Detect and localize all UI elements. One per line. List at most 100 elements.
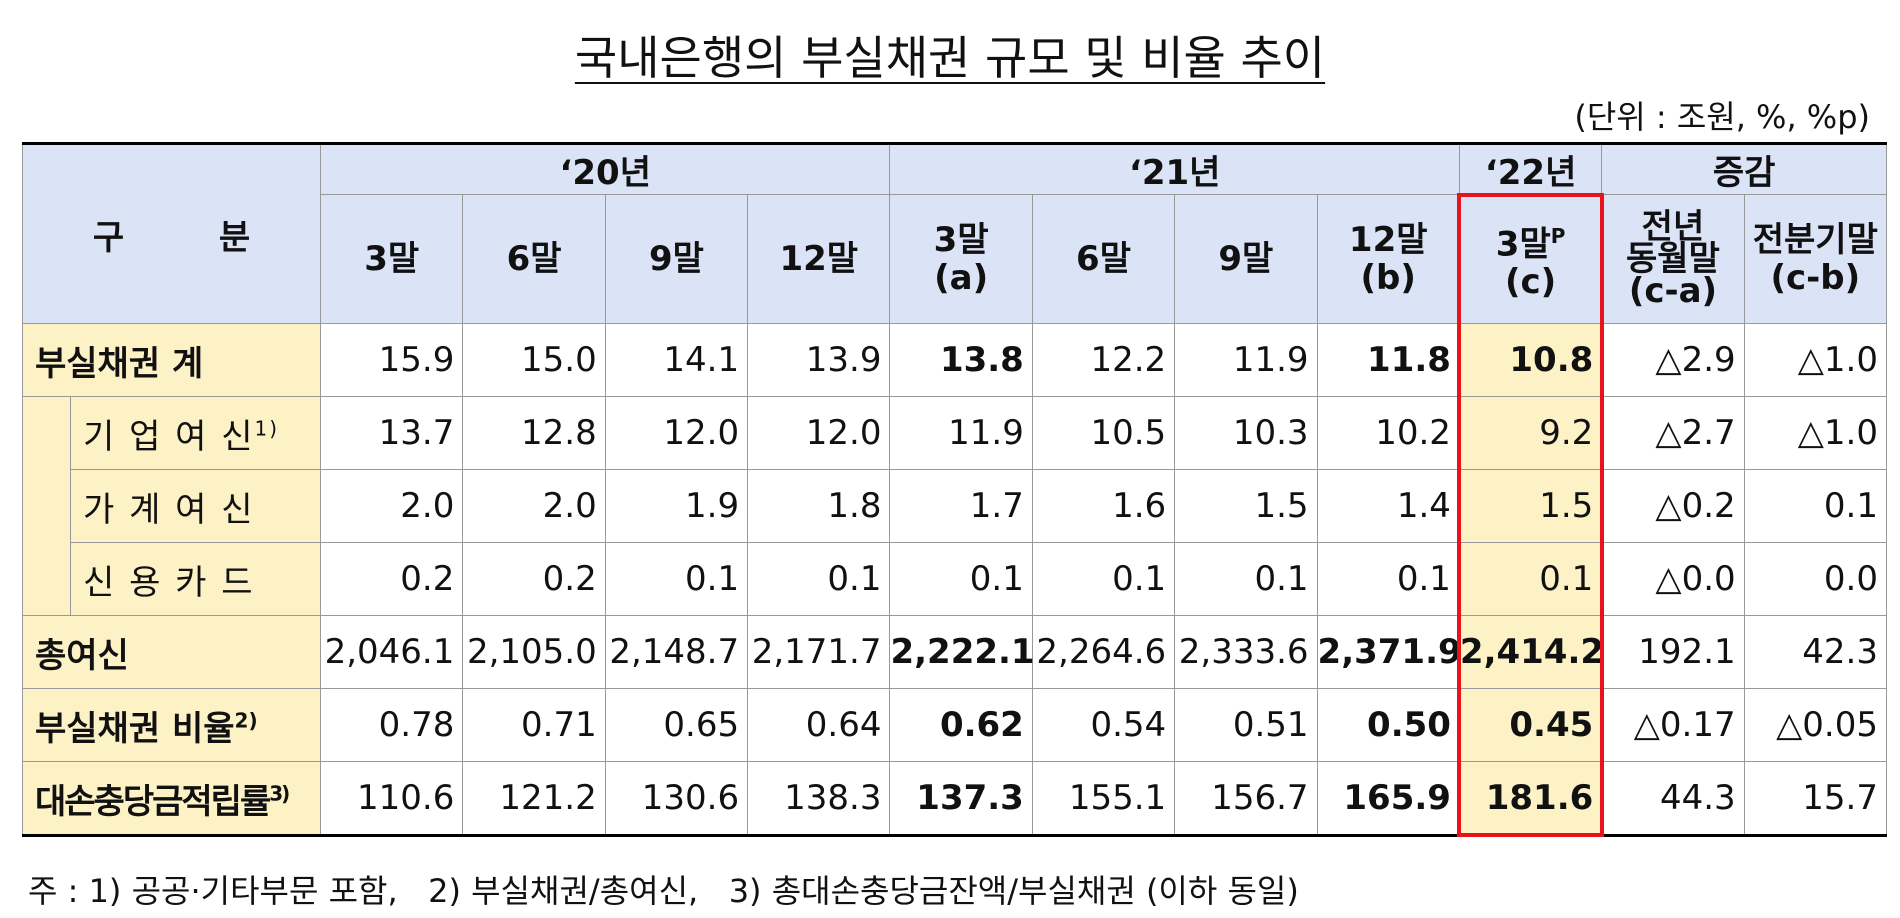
title-text: 국내은행의 부실채권 규모 및 비율 추이	[574, 31, 1326, 85]
cell: 11.9	[889, 396, 1033, 470]
cell: 2,222.1	[889, 615, 1035, 689]
cell: △0.05	[1743, 688, 1888, 762]
group-header: ‘20년	[320, 142, 891, 195]
data-row: 부실채권 계 15.9 15.0 14.1 13.9 13.8 12.2 11.9 11.8 10…	[21, 323, 1888, 397]
cell: 165.9	[1316, 761, 1460, 837]
cell: 0.2	[320, 542, 464, 616]
column-header: 전분기말 (c-b)	[1743, 194, 1888, 324]
column-header: 9말	[604, 194, 749, 324]
cell: 13.8	[889, 323, 1033, 397]
cell: 0.64	[747, 688, 891, 762]
title: 국내은행의 부실채권 규모 및 비율 추이	[0, 22, 1900, 88]
column-header: 6말	[462, 194, 606, 324]
column-header: 12말 (b)	[1316, 194, 1460, 324]
cell: 0.71	[462, 688, 606, 762]
row-label-text: 총여신	[35, 635, 129, 676]
cell: 12.2	[1031, 323, 1176, 397]
row-label-text: 신 용 카 드	[83, 562, 255, 603]
column-header-line: (c-a)	[1628, 271, 1718, 311]
cell: 15.7	[1743, 761, 1888, 837]
cell: 192.1	[1601, 615, 1745, 689]
cell: 130.6	[604, 761, 749, 837]
data-table: 구 분 ‘20년 ‘21년 ‘22년 증감 3말 6말 9말 12말 3말 (a) 6말 9말 12말 (b…	[21, 142, 1888, 837]
column-header-line: 12말	[779, 239, 859, 279]
cell: 0.1	[1316, 542, 1460, 616]
cell: 138.3	[747, 761, 891, 837]
column-header-line: 3말	[933, 220, 989, 260]
column-header-line: 9말	[1218, 239, 1274, 279]
column-header-line: 3말	[364, 239, 420, 279]
row-label: 부실채권 계	[21, 323, 322, 397]
cell: 110.6	[320, 761, 464, 837]
group-header: ‘21년	[889, 142, 1460, 195]
cell: 14.1	[604, 323, 749, 397]
cell: 13.7	[320, 396, 464, 470]
cell: 181.6	[1458, 761, 1603, 837]
cell: 0.1	[1743, 469, 1888, 543]
cell: 0.62	[889, 688, 1033, 762]
row-label-text: 부실채권 비율	[35, 708, 235, 749]
cell: 12.0	[604, 396, 749, 470]
column-header-line: (a)	[934, 258, 989, 298]
cell: 12.0	[747, 396, 891, 470]
table-head: 구 분 ‘20년 ‘21년 ‘22년 증감 3말 6말 9말 12말 3말 (a) 6말 9말 12말 (b…	[21, 142, 1888, 324]
row-label-text: 기 업 여 신	[83, 416, 255, 457]
cell: 2,371.9	[1316, 615, 1462, 689]
column-header-line: 6말	[506, 239, 562, 279]
corner-header: 구 분	[21, 142, 322, 324]
column-header-line: 3말P	[1495, 223, 1566, 265]
cell: 0.54	[1031, 688, 1176, 762]
cell: 2,333.6	[1174, 615, 1318, 689]
cell: 15.9	[320, 323, 464, 397]
column-header-line: 6말	[1076, 239, 1131, 279]
cell: 2,046.1	[320, 615, 464, 689]
cell: 1.6	[1031, 469, 1176, 543]
cell: 0.1	[1031, 542, 1176, 616]
cell: 11.9	[1174, 323, 1318, 397]
column-header-line: (c-b)	[1770, 258, 1861, 298]
cell: 0.1	[889, 542, 1033, 616]
cell: △1.0	[1743, 323, 1888, 397]
column-header-line: 동월말	[1626, 239, 1720, 279]
group-header: ‘22년	[1458, 142, 1603, 195]
cell: 9.2	[1458, 396, 1603, 470]
row-label: 총여신	[21, 615, 322, 689]
cell: 10.5	[1031, 396, 1176, 470]
column-header: 6말	[1031, 194, 1176, 324]
row-label-text: 가 계 여 신	[83, 489, 255, 530]
cell: 15.0	[462, 323, 606, 397]
cell: 1.5	[1174, 469, 1318, 543]
cell: 2.0	[320, 469, 464, 543]
column-header: 12말	[747, 194, 891, 324]
header-row: 구 분 ‘20년 ‘21년 ‘22년 증감	[21, 142, 1887, 324]
group-header: 증감	[1601, 142, 1887, 195]
cell: △0.0	[1601, 542, 1745, 616]
cell: △0.17	[1601, 688, 1745, 762]
cell: 12.8	[462, 396, 606, 470]
cell: 44.3	[1601, 761, 1745, 837]
cell: 0.1	[1174, 542, 1318, 616]
cell: 1.5	[1458, 469, 1603, 543]
unit: (단위 : 조원, %, %p)	[1574, 98, 1870, 136]
row-label-note: 3)	[269, 781, 290, 806]
cell: 2.0	[462, 469, 606, 543]
column-header-sup: P	[1550, 223, 1566, 248]
header-row: 3말 6말 9말 12말 3말 (a) 6말 9말 12말 (b) 3말P (c) 전년 동월말 (c-a)…	[23, 194, 1888, 324]
cell: 156.7	[1174, 761, 1318, 837]
cell: 0.1	[747, 542, 891, 616]
row-label-note: 2)	[234, 708, 258, 733]
cell: 2,264.6	[1031, 615, 1176, 689]
cell: 0.2	[462, 542, 606, 616]
cell: 1.9	[604, 469, 749, 543]
row-label: 기 업 여 신1)	[69, 396, 322, 470]
cell: 155.1	[1031, 761, 1176, 837]
table-body: 부실채권 계 15.9 15.0 14.1 13.9 13.8 12.2 11.9 11.8 10…	[21, 323, 1888, 837]
column-header: 3말	[320, 194, 464, 324]
column-header: 전년 동월말 (c-a)	[1601, 194, 1745, 324]
cell: △2.7	[1601, 396, 1745, 470]
data-row: 신 용 카 드 0.2 0.2 0.1 0.1 0.1 0.1 0.1 0.1 0.1 △0.0 0.…	[23, 542, 1888, 616]
column-header-line: 12말	[1348, 220, 1428, 260]
column-header-line: (c)	[1504, 262, 1557, 303]
cell: △1.0	[1743, 396, 1888, 470]
